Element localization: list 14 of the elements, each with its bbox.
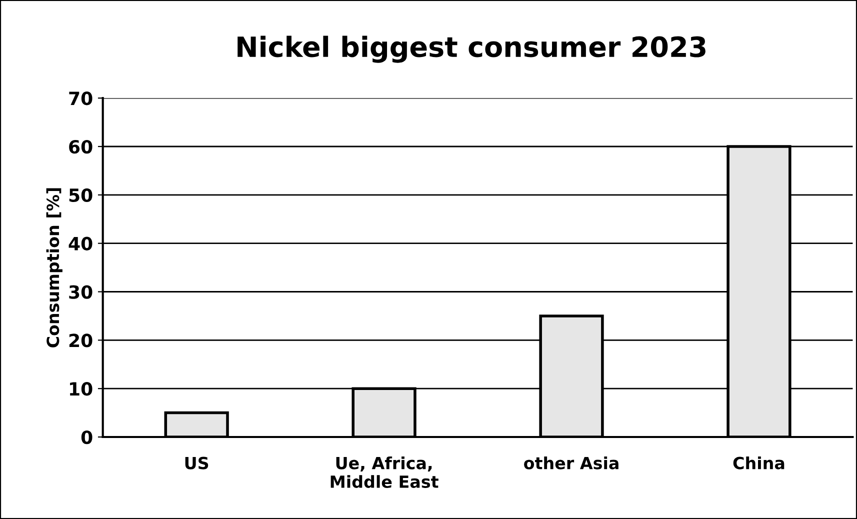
y-tick-label: 40: [68, 236, 92, 250]
x-tick-label: other Asia: [524, 456, 618, 470]
y-tick-label: 50: [69, 188, 92, 202]
x-tick-label: US: [185, 456, 208, 470]
x-tick-label: Ue, Africa, Middle East: [330, 456, 438, 488]
y-tick-label: 20: [69, 334, 92, 348]
chart-title: Nickel biggest consumer 2023: [238, 36, 706, 63]
x-tick-label: China: [733, 456, 784, 470]
y-tick-label: 10: [70, 382, 92, 396]
y-axis-title: Consumption [%]: [46, 188, 62, 348]
y-tick-label: 60: [69, 140, 92, 154]
y-tick-label: 0: [81, 430, 92, 444]
y-tick-label: 30: [69, 285, 92, 299]
y-tick-label: 70: [69, 92, 92, 106]
